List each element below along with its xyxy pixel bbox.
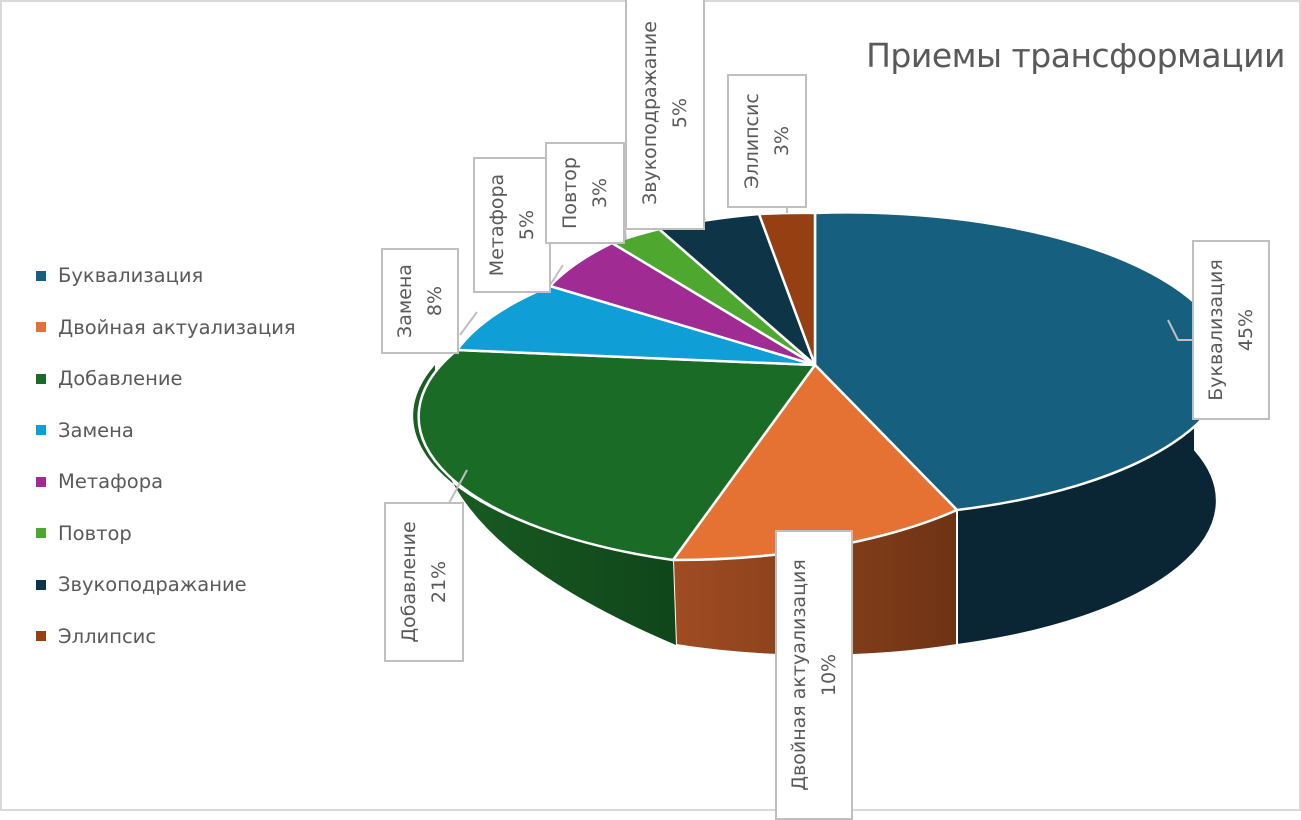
data-label-bukvalizatsiya: Буквализация 45% (1192, 240, 1270, 420)
slice-ellipsis[interactable] (757, 211, 817, 367)
leader-lines (447, 205, 1192, 506)
pie-sides (413, 364, 1218, 657)
label-value: 45% (1235, 308, 1257, 352)
data-label-ellipsis: Эллипсис 3% (727, 74, 807, 208)
data-label-dobavlenie: Добавление 21% (384, 502, 464, 662)
legend: Буквализация Двойная актуализация Добавл… (36, 250, 296, 662)
legend-item-bukvalizatsiya[interactable]: Буквализация (36, 250, 296, 302)
label-name: Замена (394, 264, 416, 338)
legend-swatch (36, 528, 46, 539)
legend-item-dobavlenie[interactable]: Добавление (36, 353, 296, 405)
legend-label: Эллипсис (58, 624, 157, 648)
label-value: 21% (428, 560, 450, 604)
legend-label: Повтор (58, 521, 132, 545)
label-name: Эллипсис (741, 93, 763, 189)
label-value: 3% (589, 177, 611, 209)
data-label-povtor: Повтор 3% (545, 142, 625, 244)
data-label-metafora: Метафора 5% (473, 157, 551, 293)
legend-item-zamena[interactable]: Замена (36, 405, 296, 457)
label-name: Метафора (486, 173, 508, 277)
slice-side-dobavlenie[interactable] (413, 365, 676, 645)
pie-top (417, 211, 1229, 562)
legend-swatch (36, 476, 46, 487)
data-label-zvukopodrazhanie: Звукоподражание 5% (625, 0, 705, 230)
label-value: 5% (516, 209, 538, 241)
legend-swatch (36, 270, 46, 281)
legend-swatch (36, 425, 46, 436)
label-value: 8% (424, 285, 446, 317)
legend-label: Звукоподражание (58, 573, 247, 597)
legend-item-metafora[interactable]: Метафора (36, 456, 296, 508)
legend-label: Буквализация (58, 264, 204, 288)
legend-item-dvoynaya[interactable]: Двойная актуализация (36, 302, 296, 354)
label-name: Повтор (559, 157, 581, 229)
legend-swatch (36, 322, 46, 333)
legend-label: Добавление (58, 367, 183, 391)
slice-dobavlenie[interactable] (417, 348, 817, 562)
chart-title: Приемы трансформации (866, 36, 1285, 75)
label-name: Двойная актуализация (788, 559, 810, 791)
legend-swatch (36, 579, 46, 590)
label-value: 10% (818, 653, 840, 697)
data-label-zamena: Замена 8% (381, 248, 459, 354)
legend-swatch (36, 373, 46, 384)
legend-item-povtor[interactable]: Повтор (36, 508, 296, 560)
data-label-dvoynaya: Двойная актуализация 10% (775, 530, 853, 820)
legend-label: Замена (58, 418, 134, 442)
legend-item-zvukopodrazhanie[interactable]: Звукоподражание (36, 559, 296, 611)
label-name: Буквализация (1205, 259, 1227, 401)
label-value: 5% (669, 97, 691, 129)
label-value: 3% (771, 125, 793, 157)
legend-label: Метафора (58, 470, 164, 494)
legend-swatch (36, 631, 46, 642)
label-name: Звукоподражание (639, 21, 661, 205)
legend-label: Двойная актуализация (58, 315, 296, 339)
label-name: Добавление (398, 521, 420, 643)
legend-item-ellipsis[interactable]: Эллипсис (36, 611, 296, 663)
